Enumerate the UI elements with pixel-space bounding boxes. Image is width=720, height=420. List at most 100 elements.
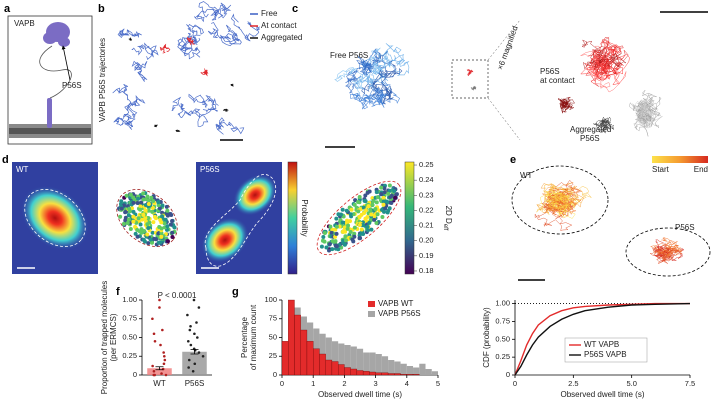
scatter-dot <box>149 195 154 200</box>
trajectory-label: P56S <box>540 67 560 76</box>
scatter-dot <box>382 190 387 195</box>
scatter-dot <box>123 215 128 220</box>
trajectory <box>188 93 219 109</box>
condition-label: P56S <box>675 223 695 232</box>
trajectory <box>200 68 209 77</box>
axis-label: VAPB P56S trajectories <box>98 38 107 122</box>
scatter-dot <box>356 199 361 204</box>
region-outline <box>625 227 711 277</box>
histogram-bar <box>406 366 414 375</box>
scatter-dot <box>131 200 136 205</box>
legend-label: WT VAPB <box>584 340 619 349</box>
trajectory <box>222 108 229 112</box>
histogram-bar <box>394 361 401 375</box>
bar <box>147 368 172 375</box>
scatter-dot <box>146 215 151 220</box>
histogram-bar <box>325 359 333 376</box>
data-point <box>193 362 197 366</box>
y-tick-label: 50 <box>269 332 277 341</box>
colorbar-tick-label: 0.18 <box>419 266 434 275</box>
histogram-bar <box>356 348 364 375</box>
data-point <box>186 313 189 317</box>
panel-label: e <box>510 154 516 166</box>
y-tick-label: 0.75 <box>122 314 137 323</box>
trajectory <box>117 28 142 39</box>
histogram-bar <box>281 341 289 376</box>
histogram-bar <box>425 369 432 375</box>
scatter-dot <box>384 199 389 204</box>
scatter-dot <box>321 235 326 240</box>
trajectory <box>375 50 403 79</box>
x-tick-label: 0 <box>513 379 517 388</box>
trajectory <box>191 104 218 128</box>
data-point <box>163 358 167 362</box>
scatter-dot <box>165 213 170 218</box>
histogram-bar <box>412 374 420 376</box>
scatter-dot <box>123 209 128 214</box>
scatter-dot <box>365 224 370 229</box>
y-tick-label: 0 <box>506 370 510 379</box>
scatter-dot <box>375 195 380 200</box>
scatter-dot <box>138 204 143 209</box>
scatter-dot <box>369 227 374 232</box>
data-point <box>197 351 201 354</box>
y-axis-label: of maximum count <box>249 304 258 370</box>
scatter-dot <box>131 209 136 214</box>
cdf-line <box>514 302 691 376</box>
trajectory-panel <box>334 36 663 137</box>
y-tick-label: 100 <box>264 295 277 304</box>
scatter-dot <box>372 213 377 218</box>
trajectory-label: Free P56S <box>330 51 368 60</box>
scatter-dot <box>118 214 123 219</box>
scatter-dot <box>150 230 155 235</box>
scatter-dot <box>334 244 339 249</box>
trajectory <box>171 96 194 118</box>
label-subscript: eff <box>442 224 448 231</box>
colorbar-tick-label: 0.22 <box>419 205 434 214</box>
scatter-dot <box>357 194 362 199</box>
scatter-dot <box>326 248 331 253</box>
scatter-dot <box>381 195 386 200</box>
x-tick-label: 5 <box>436 379 440 388</box>
scatter-dot <box>356 209 361 214</box>
histogram-bar <box>338 364 345 376</box>
scatter-dot <box>158 218 163 223</box>
scatter-dot <box>389 200 394 205</box>
scatter-dot <box>152 214 157 219</box>
scatter-dot <box>343 229 348 234</box>
zoom-line <box>487 97 521 141</box>
scatter-dot <box>343 234 348 239</box>
zoom-line <box>487 19 521 61</box>
colorbar <box>287 161 298 275</box>
panel-label: g <box>232 286 239 298</box>
scatter-dot <box>125 221 130 226</box>
scatter-dot <box>322 239 327 244</box>
scatter-dot <box>340 220 345 225</box>
scatter-dot <box>381 199 386 204</box>
colorbar-tick-label: 0.21 <box>419 221 434 230</box>
x-tick-label: P56S <box>185 379 205 388</box>
x-axis-label: Observed dwell time (s) <box>560 390 644 399</box>
scatter-dot <box>351 212 356 217</box>
scatter-dot <box>349 207 354 212</box>
scatter-dot <box>348 219 353 224</box>
y-tick-label: 0.50 <box>122 332 137 341</box>
scatter-dot <box>375 212 380 217</box>
x-axis-label: Observed dwell time (s) <box>318 390 402 399</box>
scatter-dot <box>139 230 144 235</box>
scatter-dot <box>374 221 379 226</box>
y-axis-label: CDF (probability) <box>482 307 491 368</box>
scatter-dot <box>146 225 151 230</box>
scatter-panel <box>104 162 190 274</box>
scatter-dot <box>382 209 387 214</box>
histogram-bar <box>319 353 326 376</box>
scatter-dot <box>157 224 162 229</box>
histogram-bar <box>331 361 339 376</box>
trajectory <box>352 48 382 74</box>
scatter-panel <box>315 162 403 274</box>
histogram-bar <box>331 341 339 375</box>
arrow <box>61 45 71 81</box>
data-point <box>191 369 195 373</box>
data-point <box>188 328 192 332</box>
trajectory <box>358 87 388 110</box>
